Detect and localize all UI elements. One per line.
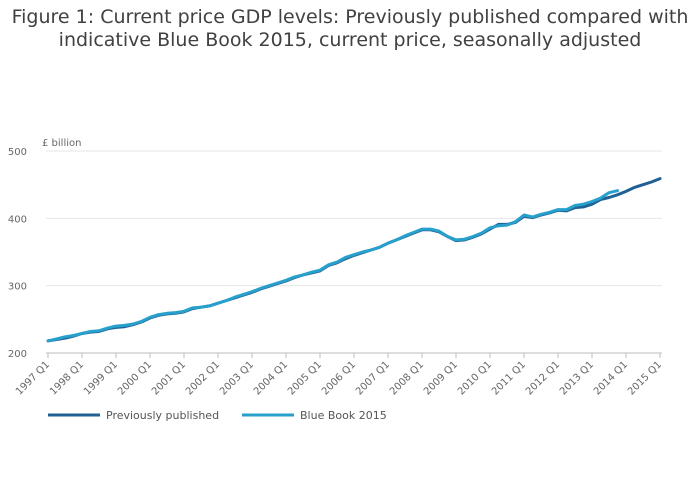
x-tick-label: 2006 Q1: [320, 359, 358, 397]
x-tick-label: 2001 Q1: [150, 359, 188, 397]
legend-item-blue-book-2015[interactable]: Blue Book 2015: [242, 409, 387, 422]
y-axis-ticks: 200 300 400 500: [8, 147, 27, 360]
chart-title: Figure 1: Current price GDP levels: Prev…: [0, 6, 700, 52]
legend-item-previously-published[interactable]: Previously published: [48, 409, 219, 422]
x-tick-label: 1998 Q1: [48, 359, 86, 397]
series-lines: [46, 177, 662, 343]
series-line-previously-published[interactable]: [46, 177, 662, 343]
legend-label: Previously published: [106, 409, 219, 422]
y-tick-label: 300: [8, 282, 27, 293]
x-tick-label: 2004 Q1: [252, 359, 290, 397]
x-tick-label: 2012 Q1: [524, 359, 562, 397]
x-tick-label: 2009 Q1: [422, 359, 460, 397]
x-tick-label: 2015 Q1: [626, 359, 664, 397]
x-tick-label: 2000 Q1: [116, 359, 154, 397]
x-tick-label: 2008 Q1: [388, 359, 426, 397]
x-tick-label: 1997 Q1: [14, 359, 52, 397]
y-tick-label: 400: [8, 214, 27, 225]
y-tick-label: 200: [8, 349, 27, 360]
x-tick-label: 2011 Q1: [490, 359, 528, 397]
chart-title-line-1: Figure 1: Current price GDP levels: Prev…: [11, 6, 689, 28]
x-tick-label: 2007 Q1: [354, 359, 392, 397]
x-tick-label: 2002 Q1: [184, 359, 222, 397]
x-tick-label: 2010 Q1: [456, 359, 494, 397]
x-tick-label: 2014 Q1: [592, 359, 630, 397]
chart-title-line-2: indicative Blue Book 2015, current price…: [58, 29, 642, 51]
x-tick-label: 2005 Q1: [286, 359, 324, 397]
x-tick-label: 2013 Q1: [558, 359, 596, 397]
legend[interactable]: Previously published Blue Book 2015: [48, 409, 387, 422]
x-tick-label: 2003 Q1: [218, 359, 256, 397]
legend-label: Blue Book 2015: [300, 409, 387, 422]
y-tick-label: 500: [8, 147, 27, 158]
x-tick-label: 1999 Q1: [82, 359, 120, 397]
gridlines: [46, 150, 662, 287]
y-axis-label: £ billion: [42, 138, 81, 149]
series-line-blue-book-2015[interactable]: [46, 189, 619, 343]
